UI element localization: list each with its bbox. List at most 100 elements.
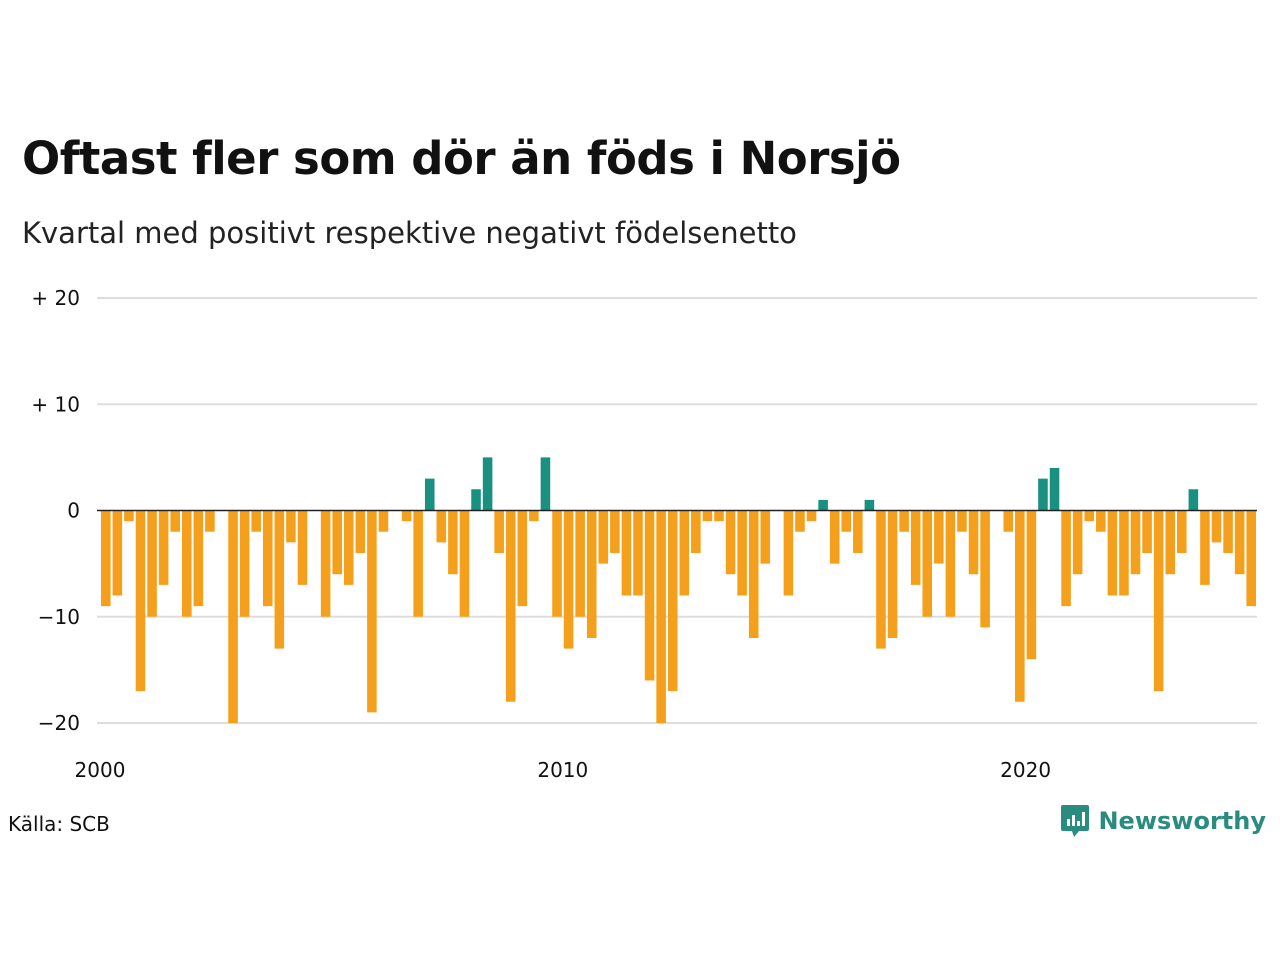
bar	[471, 489, 481, 511]
bar	[540, 457, 551, 511]
bar	[1188, 489, 1199, 511]
bar	[679, 510, 690, 596]
bar	[621, 510, 632, 596]
bar	[436, 510, 447, 543]
bar	[343, 510, 354, 585]
bar	[853, 510, 863, 553]
bar	[552, 510, 562, 617]
bar	[517, 510, 528, 607]
bar	[494, 510, 504, 553]
bar	[459, 510, 470, 617]
bar	[135, 510, 146, 692]
y-axis-ticks: + 20 + 10 0 −10 −20	[31, 286, 80, 735]
bar	[274, 510, 285, 649]
bar	[945, 510, 956, 617]
bar	[355, 510, 366, 553]
y-tick-label: −20	[38, 711, 80, 735]
source-note: Källa: SCB	[8, 812, 110, 836]
bar	[205, 510, 215, 532]
bar	[262, 510, 273, 607]
bar	[1119, 510, 1129, 596]
bar	[598, 510, 609, 564]
bar	[181, 510, 192, 617]
bar	[1165, 510, 1176, 575]
bar	[286, 510, 296, 543]
bar	[1026, 510, 1037, 660]
bar	[1096, 510, 1106, 532]
bar	[228, 510, 238, 723]
chart-title: Oftast fler som dör än föds i Norsjö	[22, 132, 901, 185]
bar	[1153, 510, 1164, 692]
bar	[170, 510, 180, 532]
bar	[401, 510, 412, 522]
bar	[702, 510, 713, 522]
bar	[332, 510, 342, 575]
y-tick-label: −10	[38, 605, 80, 629]
bar	[482, 457, 493, 511]
bar	[1061, 510, 1071, 607]
bar	[1038, 478, 1048, 511]
bar	[910, 510, 921, 585]
bar	[1049, 468, 1060, 511]
bar	[575, 510, 585, 617]
x-tick-label: 2020	[1000, 758, 1051, 782]
bar	[158, 510, 169, 585]
bar	[876, 510, 886, 649]
bar	[367, 510, 377, 713]
brand-name: Newsworthy	[1098, 807, 1266, 835]
bar	[378, 510, 389, 532]
bar	[899, 510, 909, 532]
bar	[112, 510, 123, 596]
bar	[829, 510, 840, 564]
bar	[505, 510, 516, 702]
bar	[1211, 510, 1222, 543]
bar	[610, 510, 620, 553]
bar	[795, 510, 805, 532]
y-tick-label: + 10	[31, 392, 80, 416]
bar	[586, 510, 597, 638]
bar	[841, 510, 852, 532]
bar	[1003, 510, 1014, 532]
bar	[760, 510, 771, 564]
bar	[968, 510, 979, 575]
bar	[1223, 510, 1233, 553]
bar	[691, 510, 701, 553]
bar	[413, 510, 423, 617]
bars	[101, 457, 1256, 723]
bar	[1200, 510, 1210, 585]
bar	[1130, 510, 1141, 575]
bar	[737, 510, 747, 596]
x-axis-ticks: 2000 2010 2020	[75, 758, 1052, 782]
bar	[1015, 510, 1025, 702]
brand-logo[interactable]: Newsworthy	[1060, 804, 1266, 838]
bar	[887, 510, 898, 638]
newsworthy-logo-icon	[1061, 805, 1090, 837]
bar	[147, 510, 157, 617]
bar	[748, 510, 759, 638]
bar	[667, 510, 678, 692]
chart-subtitle: Kvartal med positivt respektive negativt…	[22, 216, 797, 250]
x-tick-label: 2000	[75, 758, 126, 782]
bar	[725, 510, 736, 575]
bar	[193, 510, 204, 607]
bar	[980, 510, 990, 628]
y-tick-label: 0	[67, 499, 80, 523]
bar	[656, 510, 666, 723]
bar	[1084, 510, 1095, 522]
bar	[864, 499, 875, 511]
bar	[424, 478, 435, 511]
x-tick-label: 2010	[537, 758, 588, 782]
bar	[957, 510, 967, 532]
bar	[1234, 510, 1245, 575]
bar	[563, 510, 574, 649]
bar	[101, 510, 111, 607]
bar	[448, 510, 458, 575]
bar	[1142, 510, 1152, 553]
bar	[783, 510, 794, 596]
bar	[297, 510, 308, 585]
bar	[1177, 510, 1187, 553]
bar	[633, 510, 643, 596]
bar	[714, 510, 724, 522]
bar	[320, 510, 331, 617]
bar	[251, 510, 261, 532]
